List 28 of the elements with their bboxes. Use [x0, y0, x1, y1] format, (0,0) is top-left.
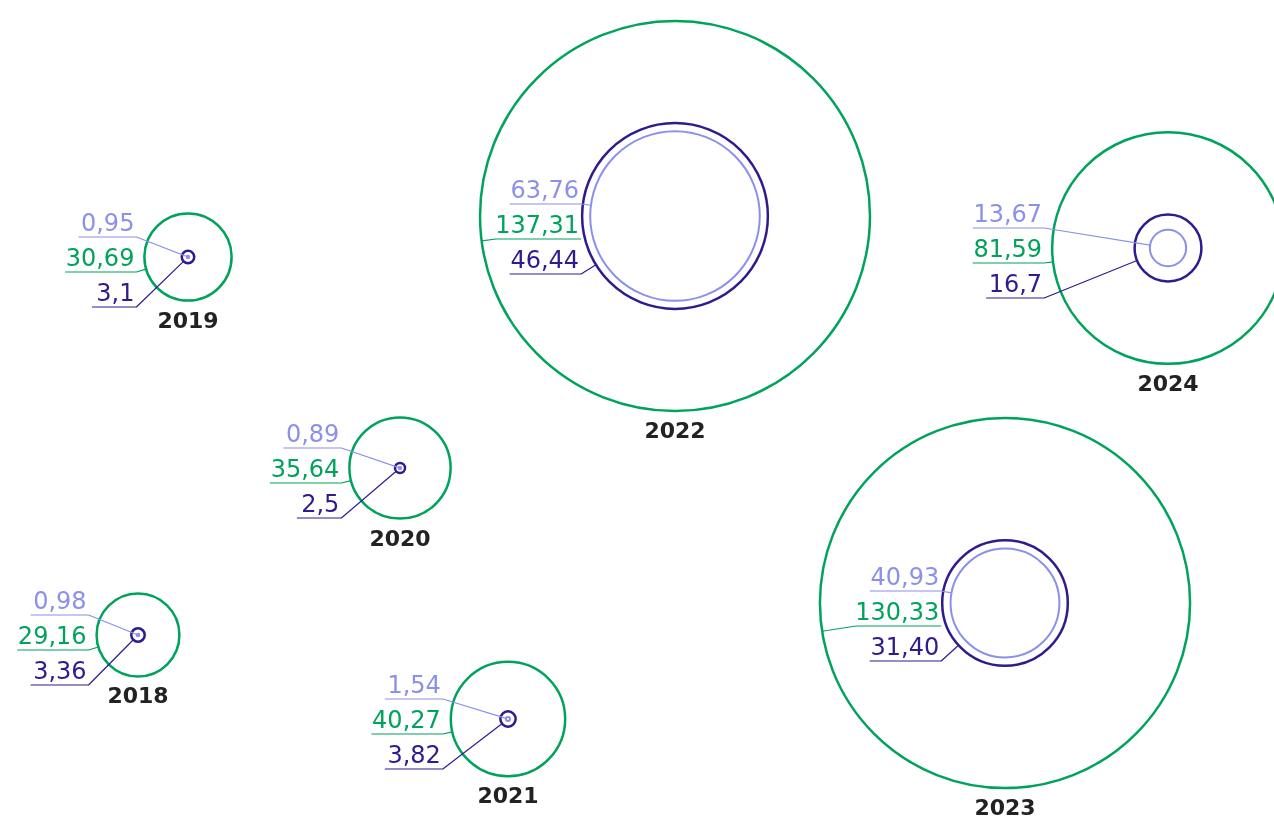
- data-label: 29,16: [17, 622, 87, 650]
- category-label: 2020: [369, 525, 431, 551]
- data-label: 40,93: [870, 563, 940, 591]
- data-label: 40,27: [372, 706, 441, 734]
- data-label: 46,44: [510, 246, 580, 274]
- category-label: 2019: [157, 307, 219, 333]
- data-label: 2,5: [301, 490, 340, 518]
- category-label: 2018: [107, 683, 169, 709]
- category-label: 2024: [1137, 370, 1199, 396]
- data-label: 130,33: [855, 598, 940, 626]
- data-label: 1,54: [387, 671, 441, 699]
- data-label: 137,31: [495, 211, 580, 239]
- category-label: 2022: [644, 417, 706, 443]
- data-label: 0,95: [80, 209, 135, 237]
- data-label: 63,76: [510, 176, 580, 204]
- data-label: 3,1: [96, 279, 135, 307]
- data-label: 3,82: [387, 741, 441, 769]
- category-label: 2021: [477, 783, 539, 809]
- category-label: 2023: [974, 795, 1036, 821]
- data-label: 3,36: [33, 657, 87, 685]
- data-label: 0,89: [285, 420, 340, 448]
- data-label: 0,98: [33, 587, 87, 615]
- data-label: 13,67: [973, 200, 1043, 228]
- data-label: 35,64: [270, 455, 340, 483]
- data-label: 81,59: [973, 235, 1043, 263]
- data-label: 16,7: [988, 270, 1043, 298]
- data-label: 31,40: [870, 633, 940, 661]
- data-label: 30,69: [65, 244, 135, 272]
